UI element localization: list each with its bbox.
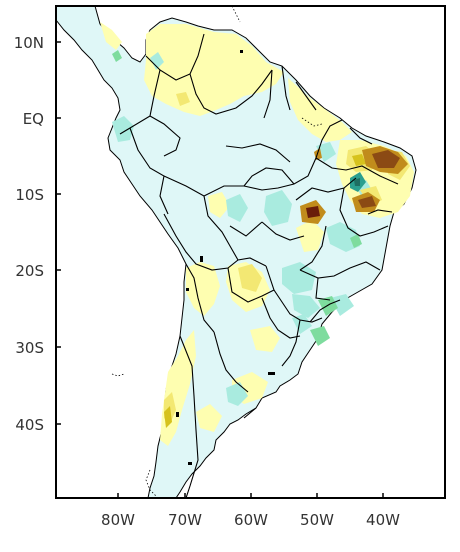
lon-label-80w: 80W <box>101 511 135 529</box>
longitude-axis: 80W 70W 60W 50W 40W <box>101 493 400 529</box>
strong-positive-anomaly-regions <box>300 146 408 224</box>
lon-label-50w: 50W <box>300 511 334 529</box>
lon-label-40w: 40W <box>366 511 400 529</box>
lon-label-70w: 70W <box>168 511 202 529</box>
strong-negative-anomaly-regions <box>112 50 362 346</box>
coastal-islands <box>111 6 323 497</box>
lat-label-40s: 40S <box>15 416 44 434</box>
small-features <box>176 50 275 465</box>
lon-label-60w: 60W <box>234 511 268 529</box>
strongest-negative-anomaly-region <box>350 172 366 192</box>
mustard-anomaly-regions <box>164 154 366 428</box>
lat-label-10s: 10S <box>15 186 44 204</box>
country-borders <box>119 33 399 498</box>
lat-label-eq: EQ <box>23 110 44 128</box>
latitude-axis: 10N EQ 10S 20S 30S 40S <box>14 34 61 434</box>
lat-label-10n: 10N <box>14 34 44 52</box>
lat-label-20s: 20S <box>15 262 44 280</box>
lat-label-30s: 30S <box>15 339 44 357</box>
